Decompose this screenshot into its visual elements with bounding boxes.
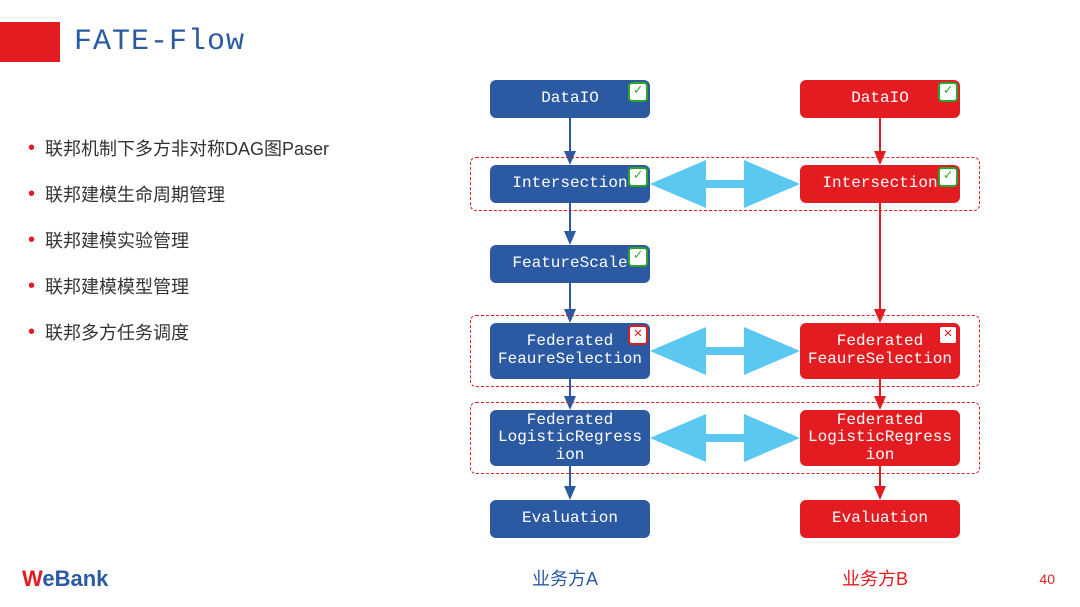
slide-title: FATE-Flow <box>74 25 245 59</box>
check-icon: ✓ <box>938 82 958 102</box>
flow-node-a2: FeatureScale✓ <box>490 245 650 283</box>
flow-node-b3: Federated FeaureSelection✕ <box>800 323 960 379</box>
check-icon: ✓ <box>938 167 958 187</box>
bullet-list: 联邦机制下多方非对称DAG图Paser 联邦建模生命周期管理 联邦建模实验管理 … <box>28 135 329 365</box>
title-bar: FATE-Flow <box>0 22 245 62</box>
column-label-B: 业务方B <box>800 565 950 591</box>
flow-node-b4: Federated LogisticRegress ion <box>800 410 960 466</box>
flow-diagram: DataIO✓ Intersection✓ FeatureScale✓ Federat… <box>430 70 1070 600</box>
flow-node-a5: Evaluation <box>490 500 650 538</box>
flow-node-b1: Intersection✓ <box>800 165 960 203</box>
column-label-A: 业务方A <box>490 565 640 591</box>
bullet-item: 联邦建模模型管理 <box>28 273 329 299</box>
flow-node-b5: Evaluation <box>800 500 960 538</box>
cross-icon: ✕ <box>938 325 958 345</box>
slide: FATE-Flow 联邦机制下多方非对称DAG图Paser 联邦建模生命周期管理… <box>0 0 1080 607</box>
logo-w: W <box>22 566 42 591</box>
check-icon: ✓ <box>628 82 648 102</box>
logo-bank: Bank <box>55 566 109 591</box>
logo-e: e <box>42 566 54 591</box>
cross-icon: ✕ <box>628 325 648 345</box>
flow-node-a1: Intersection✓ <box>490 165 650 203</box>
bullet-item: 联邦多方任务调度 <box>28 319 329 345</box>
title-accent-block <box>0 22 60 62</box>
flow-node-a0: DataIO✓ <box>490 80 650 118</box>
check-icon: ✓ <box>628 247 648 267</box>
flow-node-a4: Federated LogisticRegress ion <box>490 410 650 466</box>
check-icon: ✓ <box>628 167 648 187</box>
flow-node-b0: DataIO✓ <box>800 80 960 118</box>
webank-logo: WeBank <box>22 566 108 592</box>
bullet-item: 联邦建模生命周期管理 <box>28 181 329 207</box>
flow-node-a3: Federated FeaureSelection✕ <box>490 323 650 379</box>
bullet-item: 联邦机制下多方非对称DAG图Paser <box>28 135 329 161</box>
bullet-item: 联邦建模实验管理 <box>28 227 329 253</box>
